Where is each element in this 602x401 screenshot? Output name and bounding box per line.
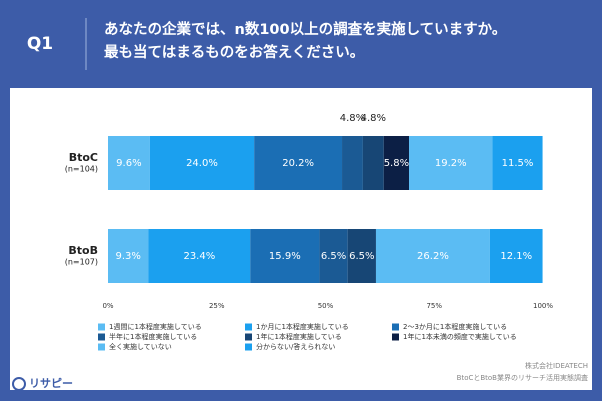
question-line: あなたの企業では、n数100以上の調査を実施していますか。	[104, 20, 506, 38]
bar-segment	[149, 136, 255, 190]
value-label: 24.0%	[186, 158, 218, 169]
legend-label: 全く実施していない	[109, 342, 172, 351]
value-label: 20.2%	[282, 158, 314, 169]
x-tick-label: 25%	[209, 302, 225, 310]
category-label: BtoC	[69, 151, 98, 164]
logo-icon	[12, 377, 26, 391]
bar-segment	[108, 229, 149, 283]
bar-segment	[347, 229, 376, 283]
value-label: 4.8%	[361, 113, 386, 124]
bar-segment	[319, 229, 348, 283]
bar-segment	[375, 229, 490, 283]
value-label: 9.3%	[116, 251, 141, 262]
bar-segment	[409, 136, 493, 190]
bar-segment	[254, 136, 343, 190]
value-label: 6.5%	[349, 251, 374, 262]
value-label: 5.8%	[384, 158, 409, 169]
category-note: (n=107)	[65, 258, 98, 267]
logo: リサピー	[29, 377, 73, 390]
value-label: 15.9%	[269, 251, 301, 262]
legend-label: 1年に1本程度実施している	[256, 332, 342, 341]
value-label: 9.6%	[116, 158, 141, 169]
legend-swatch	[98, 343, 105, 351]
x-tick-label: 75%	[426, 302, 442, 310]
source: 株式会社IDEATECH	[525, 361, 588, 370]
bar-segment	[492, 136, 543, 190]
x-tick-label: 0%	[102, 302, 113, 310]
legend-label: 1年に1本未満の頻度で実施している	[403, 332, 517, 341]
bar-segment	[489, 229, 543, 283]
legend-swatch	[392, 323, 399, 331]
legend-label: 1週間に1本程度実施している	[109, 322, 202, 331]
value-label: 19.2%	[435, 158, 467, 169]
bar-segment	[148, 229, 251, 283]
legend-swatch	[245, 323, 252, 331]
question-line: 最も当てはまるものをお答えください。	[104, 43, 364, 61]
value-label: 23.4%	[183, 251, 215, 262]
legend-label: 分からない/答えられない	[256, 342, 335, 351]
value-label: 12.1%	[500, 251, 532, 262]
bar-segment	[108, 136, 150, 190]
legend-swatch	[98, 333, 105, 341]
bar-segment	[342, 136, 363, 190]
legend-swatch	[245, 343, 252, 351]
legend-label: 1か月に1本程度実施している	[256, 322, 349, 331]
legend-label: 半年に1本程度実施している	[109, 332, 197, 341]
value-label: 4.8%	[340, 113, 365, 124]
x-tick-label: 50%	[318, 302, 334, 310]
question-label: Q1	[27, 34, 53, 54]
category-note: (n=104)	[65, 165, 98, 174]
bar-segment	[362, 136, 384, 190]
value-label: 11.5%	[502, 158, 534, 169]
legend-swatch	[245, 333, 252, 341]
legend-swatch	[392, 333, 399, 341]
x-tick-label: 100%	[533, 302, 553, 310]
value-label: 6.5%	[321, 251, 346, 262]
legend-swatch	[98, 323, 105, 331]
value-label: 26.2%	[417, 251, 449, 262]
source: BtoCとBtoB業界のリサーチ活用実態調査	[457, 373, 588, 382]
legend-label: 2～3か月に1本程度実施している	[403, 322, 507, 331]
category-label: BtoB	[68, 244, 98, 257]
bar-segment	[383, 136, 410, 190]
bar-segment	[250, 229, 320, 283]
